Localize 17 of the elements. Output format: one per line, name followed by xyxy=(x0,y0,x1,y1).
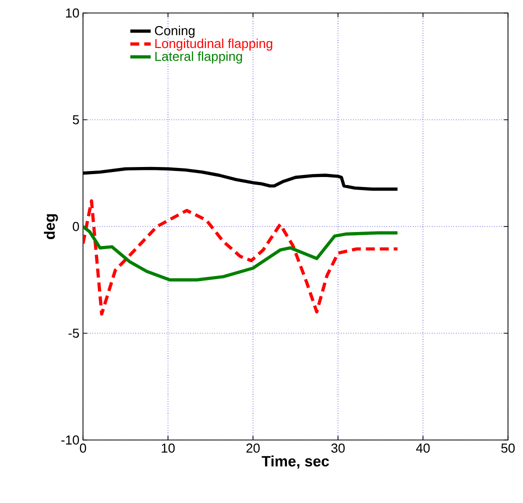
legend-label: Lateral flapping xyxy=(155,51,242,64)
x-tick-label: 50 xyxy=(501,444,515,453)
line-series xyxy=(83,224,400,282)
legend-label: Coning xyxy=(154,26,194,38)
y-tick-label: 0 xyxy=(72,222,79,232)
x-tick-label: 10 xyxy=(162,444,175,453)
x-axis-title: Time, sec xyxy=(262,456,329,469)
x-tick-label: 40 xyxy=(416,444,430,453)
y-axis-title: deg xyxy=(44,214,58,240)
y-tick-label: -10 xyxy=(61,435,79,445)
legend-label: Longitudinal flapping xyxy=(155,38,272,51)
y-tick-label: 10 xyxy=(66,8,79,18)
x-tick-label: 30 xyxy=(331,444,345,453)
y-tick-label: -5 xyxy=(68,328,79,338)
y-tick-label: 5 xyxy=(72,115,79,124)
x-tick-label: 20 xyxy=(246,444,260,453)
x-tick-label: 0 xyxy=(80,444,86,453)
